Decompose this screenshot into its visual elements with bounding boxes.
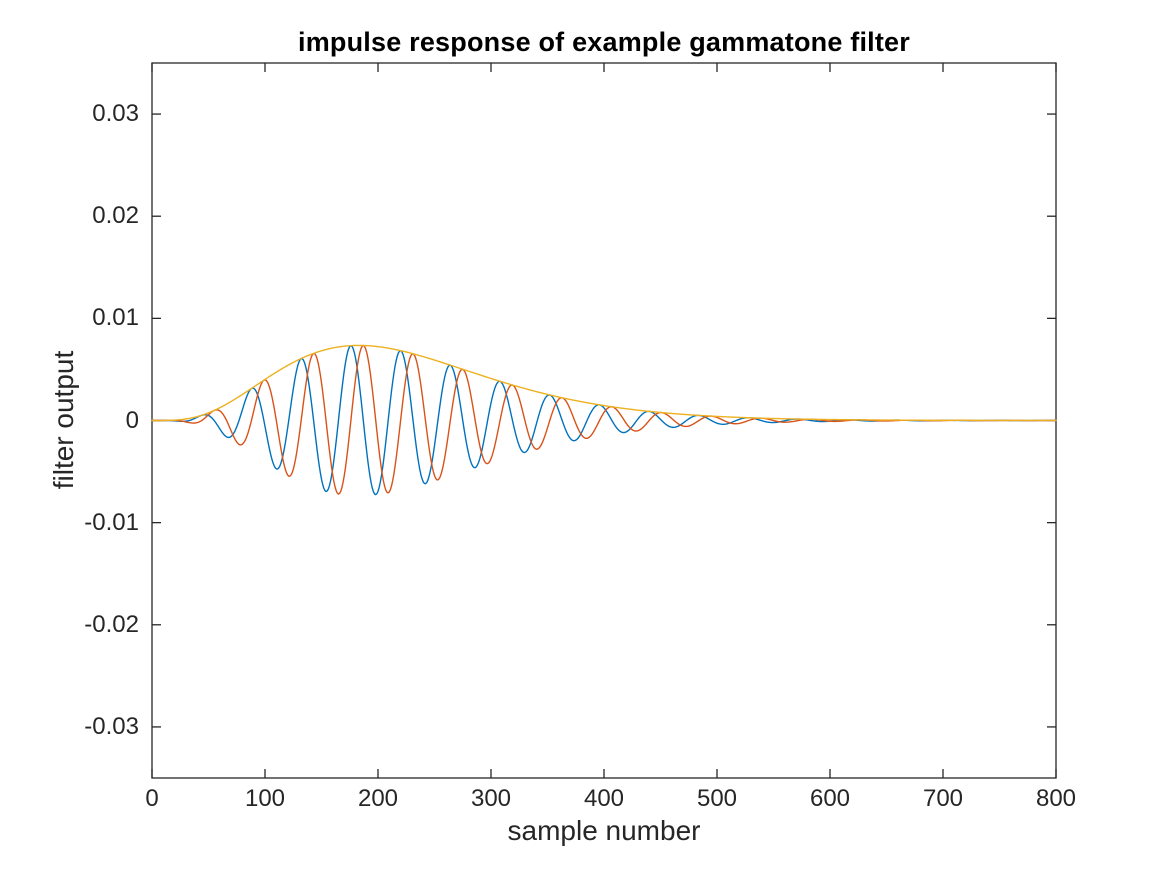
x-tick-label: 400 bbox=[583, 785, 625, 812]
y-tick-label: 0 bbox=[125, 406, 139, 434]
chart-title: impulse response of example gammatone fi… bbox=[298, 27, 910, 57]
x-axis-label: sample number bbox=[507, 815, 701, 846]
x-tick-label: 700 bbox=[922, 785, 964, 812]
x-tick-label: 300 bbox=[470, 785, 512, 812]
y-tick-label: -0.03 bbox=[84, 712, 139, 740]
x-tick-label: 100 bbox=[244, 785, 286, 812]
curve-gammatone-envelope bbox=[151, 344, 1057, 422]
x-tick-label: 500 bbox=[696, 785, 738, 812]
y-tick-label: -0.02 bbox=[84, 610, 139, 638]
y-tick-label: 0.01 bbox=[92, 304, 139, 332]
x-tick-label: 200 bbox=[357, 785, 399, 812]
y-tick-label: 0.03 bbox=[92, 100, 139, 128]
y-axis-label: filter output bbox=[48, 350, 79, 490]
x-tick-label: 800 bbox=[1035, 785, 1077, 812]
x-tick-label: 0 bbox=[145, 785, 159, 812]
y-tick-label: -0.01 bbox=[84, 508, 139, 536]
x-tick-label: 600 bbox=[809, 785, 851, 812]
y-tick-label: 0.02 bbox=[92, 202, 139, 230]
